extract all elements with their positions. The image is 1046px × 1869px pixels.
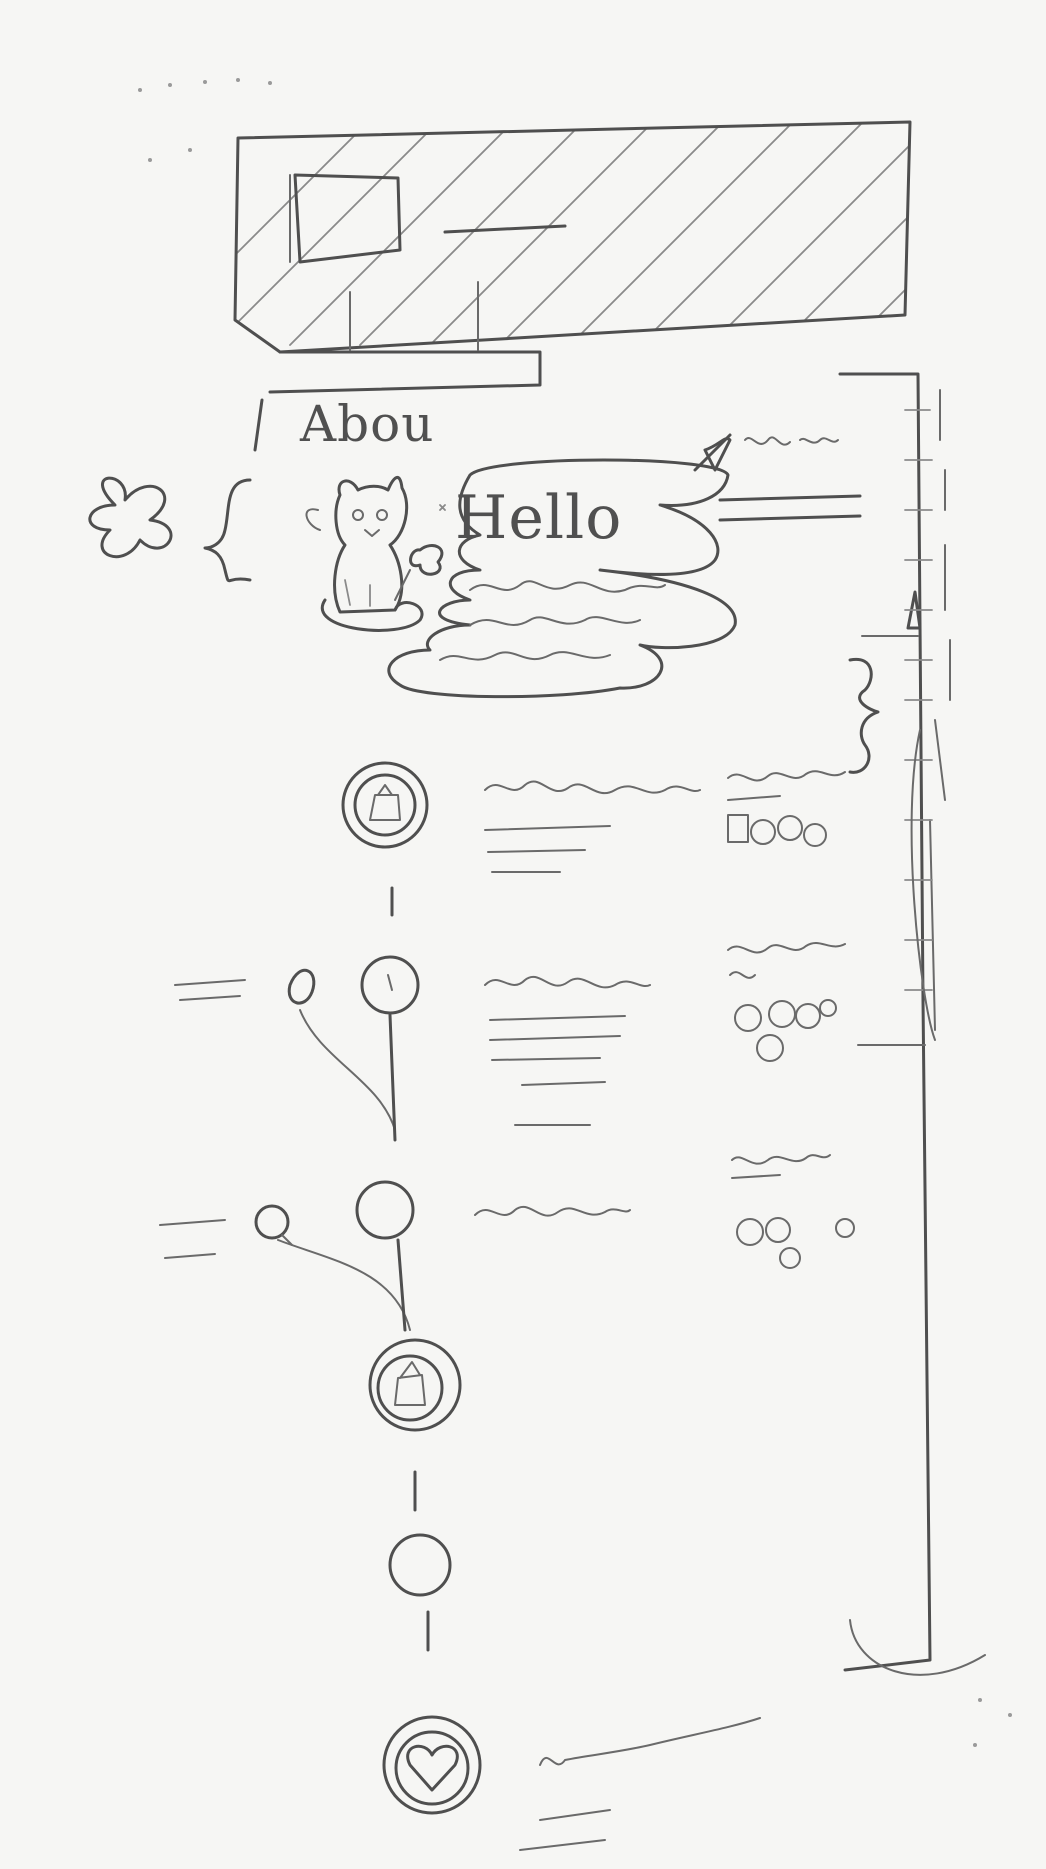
skill-rating-1 [727, 814, 827, 847]
branch-node-icon [254, 1204, 290, 1240]
header-banner [233, 120, 912, 394]
timeline-node-1 [341, 761, 846, 873]
right-brace [848, 657, 880, 774]
skill-rating-3 [736, 1217, 855, 1269]
graduation-icon [394, 1361, 426, 1406]
graduation-icon [369, 784, 401, 821]
left-brace [203, 478, 252, 583]
timeline-node-3 [159, 1154, 855, 1331]
branch-leaf-icon [287, 968, 316, 1005]
right-panel [838, 372, 986, 1676]
timeline-node-2 [174, 942, 846, 1131]
timeline-node-5 [388, 1533, 452, 1597]
about-marker-icon [253, 398, 264, 452]
paper-speckles [138, 78, 1012, 1747]
avatar [305, 476, 446, 632]
greeting-text: Hello [455, 483, 623, 553]
heart-icon [406, 1744, 459, 1792]
section-heading: Abou [300, 395, 435, 453]
banner-hatching [235, 122, 910, 346]
intro-text-block [387, 433, 862, 699]
skill-rating-2 [734, 999, 837, 1062]
timeline-node-6 [382, 1715, 761, 1851]
flower-doodle-icon [88, 476, 252, 583]
timeline-node-4 [368, 1338, 462, 1432]
logo-placeholder [293, 173, 402, 264]
hello-bubble [387, 458, 737, 699]
timeline [159, 761, 855, 1851]
nav-placeholder [443, 224, 567, 234]
